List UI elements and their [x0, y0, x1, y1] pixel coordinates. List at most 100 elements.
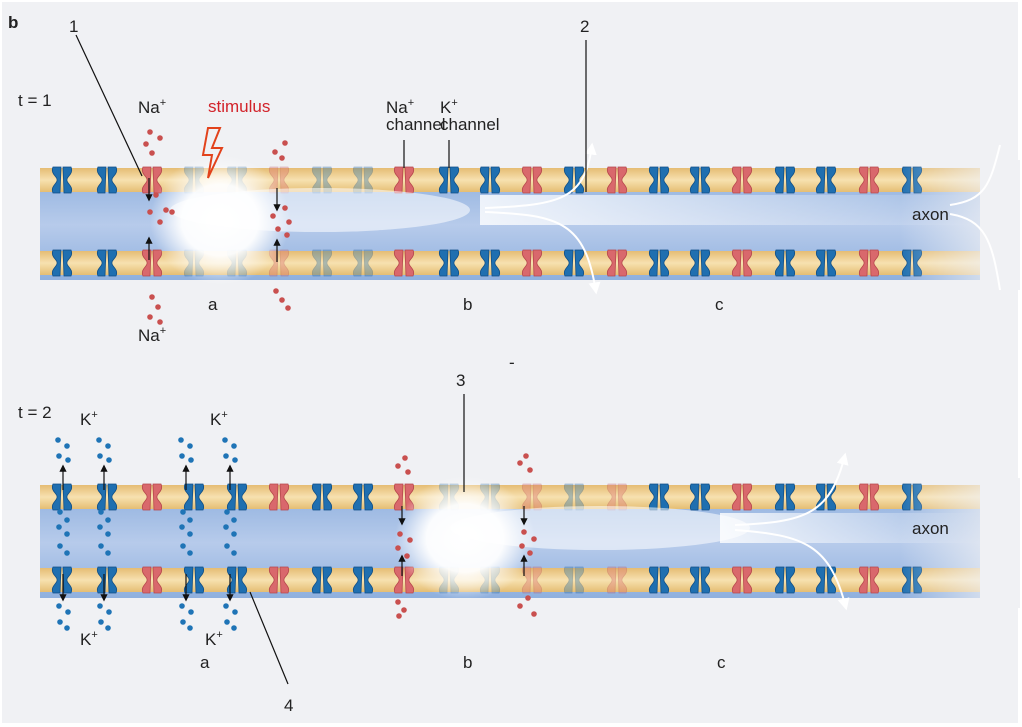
axon-label-bottom: axon — [912, 519, 949, 538]
k-channel — [311, 483, 333, 511]
ion — [231, 443, 237, 449]
axon-bottom — [40, 452, 1020, 611]
ion — [180, 543, 186, 549]
ion — [521, 529, 527, 535]
ion — [57, 509, 63, 515]
ion — [231, 550, 237, 556]
ion — [222, 437, 228, 443]
k-channel-label: K+ channel — [440, 97, 500, 134]
k-channel — [563, 483, 585, 511]
ion — [273, 288, 279, 294]
current-arrow-down-2 — [734, 529, 850, 611]
k-channel — [96, 483, 118, 511]
ion — [531, 536, 537, 542]
ion — [224, 509, 230, 515]
ion — [187, 443, 193, 449]
k-channel — [648, 566, 670, 594]
ion — [279, 155, 285, 161]
ion — [65, 609, 71, 615]
k-channel — [774, 166, 796, 194]
stray-dash: - — [509, 353, 515, 372]
ion — [97, 524, 103, 530]
ion — [224, 619, 230, 625]
ion — [97, 453, 103, 459]
ion — [405, 469, 411, 475]
leader-1 — [75, 34, 143, 177]
ion — [279, 297, 285, 303]
k-channel — [352, 249, 374, 277]
current-arrow-up — [484, 142, 597, 209]
k-channel — [774, 566, 796, 594]
na-ion-label-top: Na+ — [138, 97, 167, 117]
region-b-bottom: b — [463, 653, 473, 672]
leader-4 — [249, 591, 289, 685]
ion — [153, 192, 159, 198]
k-channel — [648, 249, 670, 277]
k-channel — [815, 483, 837, 511]
ion — [106, 457, 112, 463]
ion — [531, 611, 537, 617]
ion — [98, 619, 104, 625]
ion — [147, 129, 153, 135]
ion — [187, 550, 193, 556]
ion — [401, 607, 407, 613]
k-channel — [815, 166, 837, 194]
na-channel — [606, 249, 628, 277]
ion — [284, 232, 290, 238]
na-channel — [731, 249, 753, 277]
k-ion-label-top-1: K+ — [80, 409, 98, 429]
time-label-t2: t = 2 — [18, 403, 52, 422]
ion — [285, 305, 291, 311]
k-channel — [774, 483, 796, 511]
number-4: 4 — [284, 696, 294, 715]
ion — [180, 509, 186, 515]
ion — [179, 453, 185, 459]
ion — [178, 437, 184, 443]
k-channel — [438, 166, 460, 194]
ion — [275, 226, 281, 232]
na-channel — [141, 166, 163, 194]
na-channel — [606, 566, 628, 594]
stimulus-bolt-icon — [201, 127, 224, 179]
ion — [105, 531, 111, 537]
k-channel — [563, 566, 585, 594]
na-channel — [858, 483, 880, 511]
axon-label-top: axon — [912, 205, 949, 224]
axon-fade — [900, 160, 1020, 290]
k-channel — [689, 566, 711, 594]
ion — [286, 219, 292, 225]
k-channel — [96, 249, 118, 277]
ion — [187, 517, 193, 523]
depolarization-trail — [170, 188, 470, 232]
ion — [147, 209, 153, 215]
ion — [96, 437, 102, 443]
ion — [105, 517, 111, 523]
current-arrow-up-2 — [734, 452, 849, 526]
ion — [223, 524, 229, 530]
ion — [155, 304, 161, 310]
na-channel — [858, 249, 880, 277]
ion — [282, 140, 288, 146]
depolarization-trail-2 — [450, 506, 750, 550]
ion — [143, 141, 149, 147]
k-ion-label-bottom-1: K+ — [80, 629, 98, 649]
k-channel — [311, 566, 333, 594]
ion — [517, 460, 523, 466]
ion — [402, 455, 408, 461]
current-arrow-up-far — [949, 144, 1001, 206]
ion — [231, 625, 237, 631]
k-channel — [563, 166, 585, 194]
ion — [223, 603, 229, 609]
ion — [57, 543, 63, 549]
k-channel — [51, 566, 73, 594]
leader-lines — [75, 34, 587, 685]
ion — [56, 603, 62, 609]
depolarization-glow-2 — [395, 476, 535, 600]
ion — [517, 603, 523, 609]
ion — [179, 524, 185, 530]
na-channel — [521, 166, 543, 194]
k-channel — [689, 166, 711, 194]
ion — [105, 550, 111, 556]
ion — [65, 457, 71, 463]
ion — [188, 457, 194, 463]
